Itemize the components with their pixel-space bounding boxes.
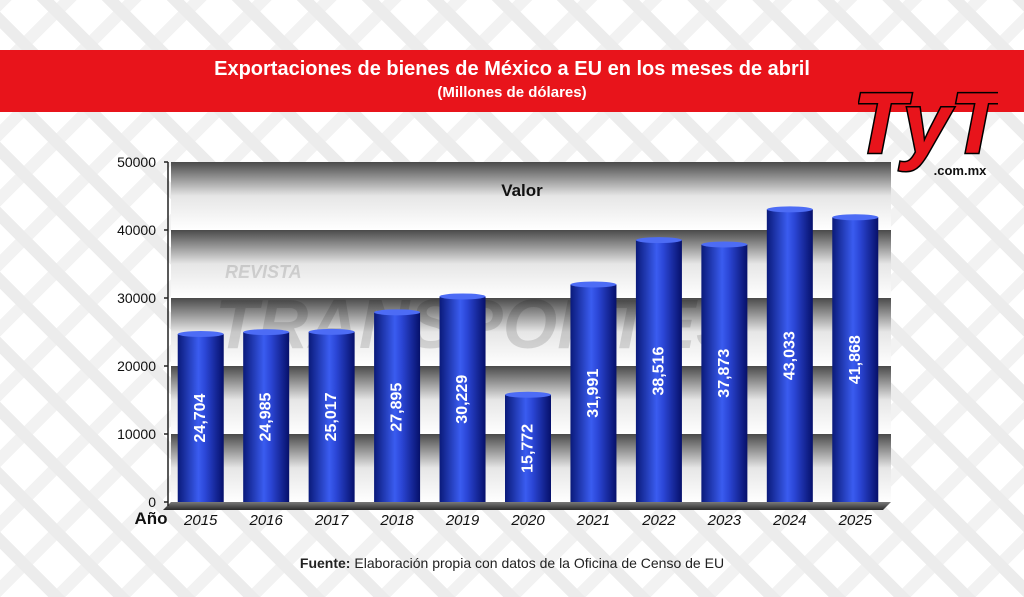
bar-value-label: 37,873 — [716, 349, 733, 398]
bar-cap-2022 — [635, 237, 682, 244]
bar-cap-2019 — [439, 293, 486, 300]
source-text: Elaboración propia con datos de la Ofici… — [354, 555, 725, 571]
source-label: Fuente: — [299, 555, 351, 571]
bar-2018 — [374, 312, 421, 502]
x-tick-label: 2019 — [445, 512, 480, 529]
bar-value-label: 15,772 — [520, 424, 537, 473]
bar-value-label: 41,868 — [847, 335, 864, 384]
chart-subtitle: (Millones de dólares) — [437, 84, 587, 101]
x-tick-label: 2016 — [248, 512, 283, 529]
x-tick-label: 2021 — [576, 512, 610, 529]
bar-2019 — [439, 296, 486, 502]
y-tick-label: 10000 — [117, 426, 156, 442]
y-tick-label: 40000 — [117, 222, 156, 238]
x-tick-label: 2022 — [641, 512, 676, 529]
watermark-line1: REVISTA — [225, 262, 302, 282]
bar-value-label: 43,033 — [781, 331, 798, 380]
x-tick-label: 2024 — [772, 512, 806, 529]
source-note: Fuente: Elaboración propia con datos de … — [0, 555, 1024, 571]
bar-cap-2016 — [243, 329, 290, 336]
logo-mark: TyT — [858, 76, 998, 172]
bar-cap-2021 — [570, 281, 617, 288]
bar-2025 — [832, 217, 879, 502]
bar-value-label: 38,516 — [650, 346, 667, 395]
x-tick-label: 2023 — [707, 512, 742, 529]
bar-value-label: 30,229 — [454, 375, 471, 424]
bar-cap-2023 — [701, 241, 748, 248]
bar-cap-2025 — [832, 214, 879, 221]
y-tick-label: 50000 — [117, 154, 156, 170]
x-tick-label: 2018 — [379, 512, 414, 529]
y-tick-label: 30000 — [117, 290, 156, 306]
y-tick-label: 20000 — [117, 358, 156, 374]
x-axis-title: Año — [134, 509, 167, 528]
bar-cap-2024 — [766, 206, 813, 213]
bar-cap-2017 — [308, 328, 355, 335]
series-label: Valor — [501, 181, 543, 200]
bar-2021 — [570, 284, 617, 502]
bar-value-label: 31,991 — [585, 369, 602, 418]
title-banner: Exportaciones de bienes de México a EU e… — [0, 50, 1024, 112]
bar-cap-2018 — [374, 309, 421, 316]
bar-2024 — [766, 209, 813, 502]
bar-value-label: 24,985 — [258, 392, 275, 441]
chart-floor — [163, 502, 891, 510]
bar-value-label: 24,704 — [192, 393, 209, 442]
bar-cap-2020 — [505, 391, 551, 398]
x-tick-label: 2025 — [838, 512, 873, 529]
bar-value-label: 25,017 — [323, 392, 340, 441]
bar-2022 — [635, 240, 682, 503]
x-tick-label: 2017 — [314, 512, 349, 529]
logo-domain: .com.mx — [934, 163, 988, 178]
bar-2023 — [701, 244, 748, 502]
tyt-logo: TyT .com.mx — [858, 75, 998, 179]
x-tick-label: 2015 — [183, 512, 218, 529]
y-tick-label: 0 — [148, 494, 156, 510]
bar-2015 — [177, 334, 224, 502]
chart-title: Exportaciones de bienes de México a EU e… — [214, 58, 810, 80]
bar-2020 — [505, 394, 551, 502]
x-tick-label: 2020 — [510, 512, 545, 529]
bar-cap-2015 — [177, 331, 224, 338]
bar-value-label: 27,895 — [389, 383, 406, 432]
bar-2016 — [243, 332, 290, 502]
bar-2017 — [308, 331, 355, 502]
